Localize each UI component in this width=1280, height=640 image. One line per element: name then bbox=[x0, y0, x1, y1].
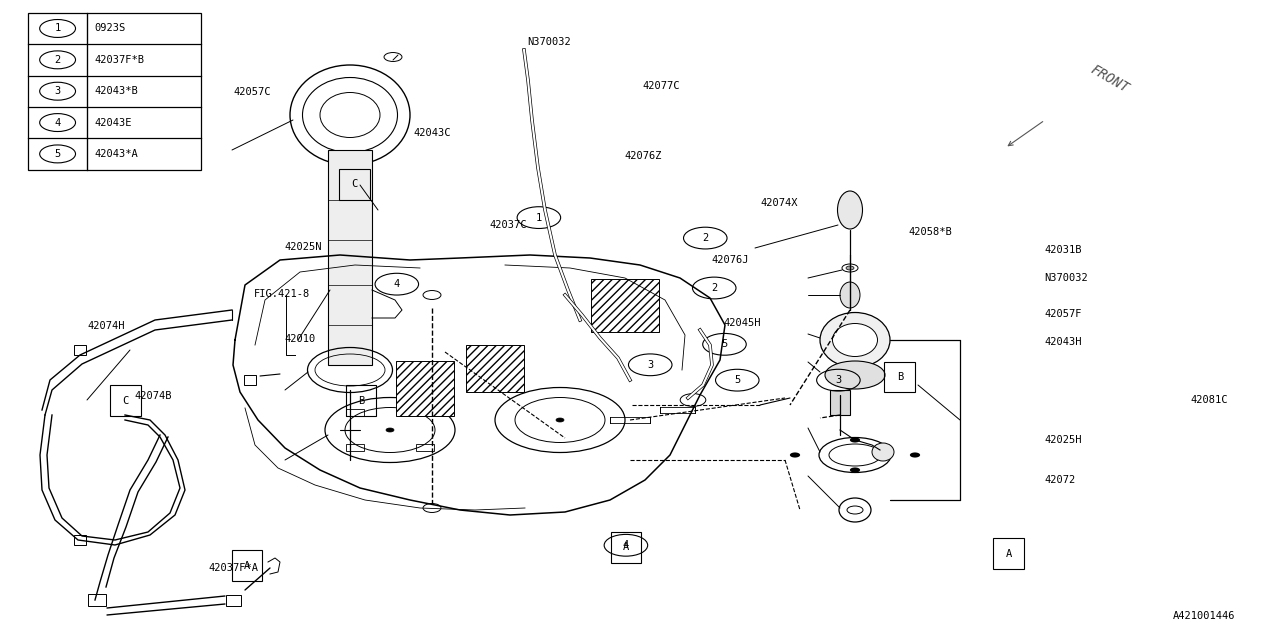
Ellipse shape bbox=[840, 282, 860, 308]
Text: B: B bbox=[358, 396, 364, 406]
Bar bbox=[993, 538, 1024, 569]
Text: 0923S: 0923S bbox=[95, 24, 125, 33]
Bar bbox=[416, 409, 434, 415]
Text: FIG.421-8: FIG.421-8 bbox=[253, 289, 310, 299]
Bar bbox=[88, 594, 106, 607]
Text: 42043H: 42043H bbox=[1044, 337, 1082, 347]
Circle shape bbox=[850, 438, 860, 443]
Text: 42031B: 42031B bbox=[1044, 245, 1082, 255]
Text: 4: 4 bbox=[623, 540, 628, 550]
Bar bbox=[346, 409, 364, 415]
Bar bbox=[346, 444, 364, 451]
Bar bbox=[328, 150, 372, 365]
Text: 42043C: 42043C bbox=[413, 128, 451, 138]
Bar bbox=[611, 532, 641, 563]
Circle shape bbox=[846, 266, 854, 270]
Bar bbox=[339, 169, 370, 200]
Text: 2: 2 bbox=[703, 233, 708, 243]
Bar bbox=[110, 385, 141, 416]
Text: 42057C: 42057C bbox=[233, 86, 270, 97]
Text: 3: 3 bbox=[648, 360, 653, 370]
Text: A: A bbox=[244, 561, 250, 571]
Text: C: C bbox=[123, 396, 128, 406]
Bar bbox=[74, 345, 87, 355]
Text: B: B bbox=[897, 372, 902, 382]
Bar bbox=[346, 385, 376, 416]
Text: 3: 3 bbox=[55, 86, 60, 96]
Text: A421001446: A421001446 bbox=[1172, 611, 1235, 621]
Circle shape bbox=[387, 428, 394, 432]
Bar bbox=[416, 444, 434, 451]
Text: N370032: N370032 bbox=[1044, 273, 1088, 284]
Text: 42077C: 42077C bbox=[643, 81, 680, 92]
Text: 42037C: 42037C bbox=[489, 220, 526, 230]
Text: 42025N: 42025N bbox=[284, 242, 321, 252]
Ellipse shape bbox=[872, 443, 893, 461]
Text: 42010: 42010 bbox=[284, 333, 315, 344]
Bar bbox=[28, 13, 201, 170]
Text: 42074H: 42074H bbox=[87, 321, 124, 332]
Text: 4: 4 bbox=[55, 118, 60, 127]
Text: 42037F*B: 42037F*B bbox=[95, 55, 145, 65]
Text: 42045H: 42045H bbox=[723, 318, 760, 328]
Ellipse shape bbox=[820, 312, 890, 367]
Bar bbox=[466, 344, 524, 392]
Bar bbox=[829, 390, 850, 415]
Text: N370032: N370032 bbox=[527, 36, 571, 47]
Bar bbox=[232, 550, 262, 581]
Bar bbox=[591, 278, 659, 332]
Text: 2: 2 bbox=[55, 55, 60, 65]
Text: A: A bbox=[1006, 548, 1011, 559]
Text: 4: 4 bbox=[394, 279, 399, 289]
Bar bbox=[243, 375, 256, 385]
Text: 42058*B: 42058*B bbox=[909, 227, 952, 237]
Bar bbox=[74, 535, 87, 545]
Ellipse shape bbox=[837, 191, 863, 229]
Ellipse shape bbox=[832, 323, 878, 356]
Text: 1: 1 bbox=[536, 212, 541, 223]
Text: 42057F: 42057F bbox=[1044, 308, 1082, 319]
Text: 42074X: 42074X bbox=[760, 198, 797, 208]
Text: 42043E: 42043E bbox=[95, 118, 132, 127]
Text: FRONT: FRONT bbox=[1088, 63, 1132, 95]
Text: 42037F*A: 42037F*A bbox=[209, 563, 259, 573]
Text: 42043*A: 42043*A bbox=[95, 149, 138, 159]
Circle shape bbox=[790, 452, 800, 458]
Circle shape bbox=[910, 452, 920, 458]
Bar bbox=[396, 360, 454, 415]
Text: 5: 5 bbox=[735, 375, 740, 385]
Text: 42074B: 42074B bbox=[134, 391, 172, 401]
Text: 42043*B: 42043*B bbox=[95, 86, 138, 96]
Text: C: C bbox=[352, 179, 357, 189]
Text: A: A bbox=[623, 542, 628, 552]
Text: 5: 5 bbox=[55, 149, 60, 159]
Text: 42025H: 42025H bbox=[1044, 435, 1082, 445]
Bar bbox=[227, 595, 242, 607]
Ellipse shape bbox=[826, 361, 884, 389]
Text: 42076Z: 42076Z bbox=[625, 150, 662, 161]
Bar bbox=[884, 362, 915, 392]
Text: 42076J: 42076J bbox=[712, 255, 749, 265]
Text: 3: 3 bbox=[836, 375, 841, 385]
Text: 5: 5 bbox=[722, 339, 727, 349]
Circle shape bbox=[556, 418, 564, 422]
Circle shape bbox=[850, 467, 860, 472]
Text: 1: 1 bbox=[55, 24, 60, 33]
Text: 42072: 42072 bbox=[1044, 475, 1075, 485]
Text: 42081C: 42081C bbox=[1190, 395, 1228, 405]
Text: 2: 2 bbox=[712, 283, 717, 293]
